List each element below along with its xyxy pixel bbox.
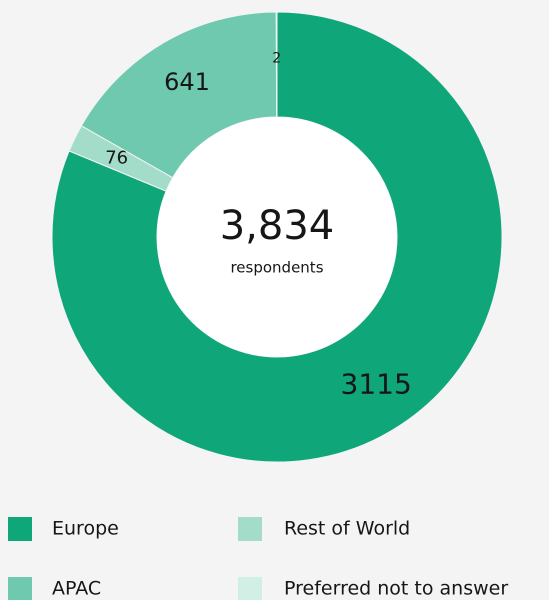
slice-label: 641 bbox=[164, 68, 210, 96]
legend-swatch bbox=[238, 577, 262, 600]
slice-label: 76 bbox=[105, 148, 128, 169]
slice-label: 3115 bbox=[341, 367, 412, 400]
legend-swatch bbox=[238, 517, 262, 541]
legend-label: Europe bbox=[52, 518, 119, 540]
legend-swatch bbox=[8, 517, 32, 541]
slice-label: 2 bbox=[272, 51, 281, 67]
legend-label: APAC bbox=[52, 578, 101, 600]
total-caption: respondents bbox=[230, 259, 323, 277]
legend-label: Preferred not to answer bbox=[284, 578, 508, 600]
legend-label: Rest of World bbox=[284, 518, 410, 540]
donut-hole bbox=[157, 117, 397, 357]
total-value: 3,834 bbox=[220, 203, 335, 249]
legend-swatch bbox=[8, 577, 32, 600]
